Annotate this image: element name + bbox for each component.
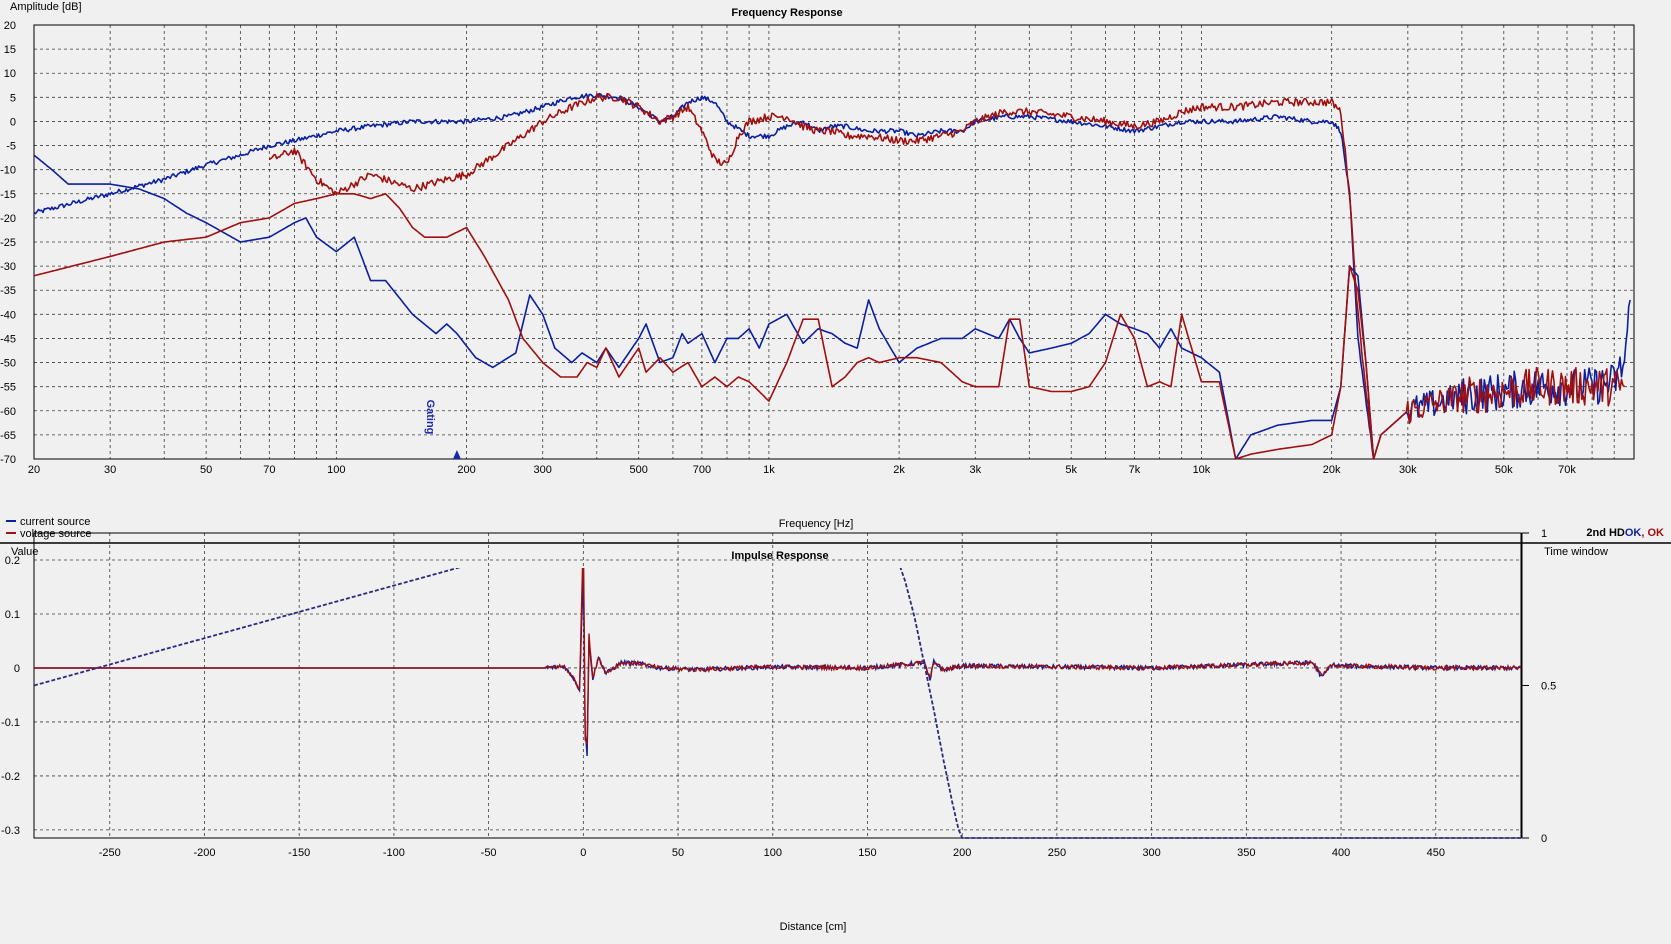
harmonic2-current-line xyxy=(34,154,1631,460)
freq-xtick-label: 7k xyxy=(1129,464,1141,476)
freq-xtick-label: 3k xyxy=(969,464,981,476)
freq-ytick-label: -60 xyxy=(0,406,16,418)
impulse-xtick-label: -150 xyxy=(288,847,310,859)
freq-xtick-label: 700 xyxy=(693,464,711,476)
freq-ytick-label: -40 xyxy=(0,309,16,321)
impulse-xtick-label: 0 xyxy=(580,847,586,859)
time-window-line xyxy=(34,568,1521,839)
freq-ytick-label: -15 xyxy=(0,189,16,201)
hd-status: 2nd HDOK, OK xyxy=(1586,527,1664,539)
freq-xtick-label: 30 xyxy=(104,464,116,476)
hd-status-prefix: 2nd HD xyxy=(1586,527,1625,539)
fundamental-voltage-line xyxy=(268,93,1375,460)
freq-ytick-label: 0 xyxy=(10,116,16,128)
impulse-ytick-label: -0.1 xyxy=(1,717,20,729)
hd-status-sep: , xyxy=(1641,527,1647,539)
impulse-ytick-label: -0.2 xyxy=(1,771,20,783)
freq-xtick-label: 70 xyxy=(263,464,275,476)
impulse-xtick-label: 150 xyxy=(858,847,876,859)
impulse-title: Impulse Response xyxy=(731,550,828,562)
gating-label: Gating xyxy=(424,400,436,435)
impulse-ytick-label: 0.2 xyxy=(5,555,20,567)
hd-status-blue: OK xyxy=(1625,527,1642,539)
freq-title: Frequency Response xyxy=(731,7,842,19)
impulse-series-group xyxy=(34,568,1522,839)
freq-xtick-label: 300 xyxy=(534,464,552,476)
freq-ytick-label: 5 xyxy=(10,92,16,104)
impulse-y2tick-label: 1 xyxy=(1541,528,1547,540)
impulse-y2tick-label: 0.5 xyxy=(1541,681,1556,693)
freq-ytick-label: -65 xyxy=(0,430,16,442)
freq-xtick-label: 500 xyxy=(630,464,648,476)
freq-ytick-label: -45 xyxy=(0,333,16,345)
freq-xtick-label: 1k xyxy=(763,464,775,476)
freq-xtick-label: 50k xyxy=(1495,464,1513,476)
freq-ytick-label: -10 xyxy=(0,165,16,177)
impulse-ytick-label: 0.1 xyxy=(5,609,20,621)
impulse-xtick-label: 100 xyxy=(764,847,782,859)
gating-marker xyxy=(452,450,461,459)
impulse-response-plot: -250 -200 -150 -100 -50 0 50 100 150 200 250 300 350… xyxy=(1,528,1556,859)
impulse-xtick-label: 50 xyxy=(672,847,684,859)
freq-xtick-label: 200 xyxy=(457,464,475,476)
hd-status-red: OK xyxy=(1648,527,1665,539)
impulse-xlabel: Distance [cm] xyxy=(780,921,847,933)
freq-ytick-label: -20 xyxy=(0,213,16,225)
freq-ytick-label: 20 xyxy=(4,20,16,32)
impulse-ylabel: Value xyxy=(11,546,38,558)
impulse-ytick-label: -0.3 xyxy=(1,825,20,837)
freq-ytick-label: -50 xyxy=(0,358,16,370)
impulse-ytick-label: 0 xyxy=(14,663,20,675)
frequency-response-plot: 20151050-5-10-15-20-25-30-35-40-45-50-55… xyxy=(0,20,1635,476)
freq-xtick-label: 70k xyxy=(1558,464,1576,476)
freq-ytick-label: 10 xyxy=(4,68,16,80)
fundamental-current-line xyxy=(34,92,1375,460)
impulse-xtick-label: 250 xyxy=(1048,847,1066,859)
freq-ytick-label: -55 xyxy=(0,382,16,394)
legend-current-source: current source xyxy=(20,516,90,528)
impulse-xtick-label: 350 xyxy=(1237,847,1255,859)
impulse-xtick-label: -200 xyxy=(193,847,215,859)
freq-xtick-label: 10k xyxy=(1193,464,1211,476)
impulse-xtick-label: -100 xyxy=(383,847,405,859)
impulse-xtick-label: -250 xyxy=(99,847,121,859)
impulse-y2tick-label: 0 xyxy=(1541,833,1547,845)
freq-ytick-label: -25 xyxy=(0,237,16,249)
impulse-y2label: Time window xyxy=(1544,546,1608,558)
freq-ytick-label: -30 xyxy=(0,261,16,273)
freq-xtick-label: 2k xyxy=(893,464,905,476)
impulse-xtick-label: 200 xyxy=(953,847,971,859)
impulse-xtick-label: 450 xyxy=(1427,847,1445,859)
freq-ytick-label: -35 xyxy=(0,285,16,297)
impulse-plot-frame xyxy=(33,532,1522,839)
freq-xlabel: Frequency [Hz] xyxy=(779,518,854,530)
freq-ytick-label: -70 xyxy=(0,454,16,466)
impulse-voltage-line xyxy=(34,568,1522,745)
freq-xtick-label: 20 xyxy=(28,464,40,476)
freq-series-group xyxy=(34,92,1631,460)
freq-ytick-label: 15 xyxy=(4,44,16,56)
freq-xtick-label: 5k xyxy=(1065,464,1077,476)
impulse-xtick-label: 400 xyxy=(1332,847,1350,859)
impulse-xtick-label: -50 xyxy=(481,847,497,859)
freq-xtick-label: 100 xyxy=(327,464,345,476)
harmonic2-voltage-line xyxy=(34,193,1625,460)
freq-plot-frame xyxy=(33,24,1635,460)
impulse-xtick-label: 300 xyxy=(1142,847,1160,859)
freq-xtick-label: 30k xyxy=(1399,464,1417,476)
legend-voltage-source: voltage source xyxy=(20,528,92,540)
freq-ytick-label: -5 xyxy=(6,141,16,153)
freq-xtick-label: 20k xyxy=(1323,464,1341,476)
freq-ylabel: Amplitude [dB] xyxy=(10,1,82,13)
freq-xtick-label: 50 xyxy=(200,464,212,476)
